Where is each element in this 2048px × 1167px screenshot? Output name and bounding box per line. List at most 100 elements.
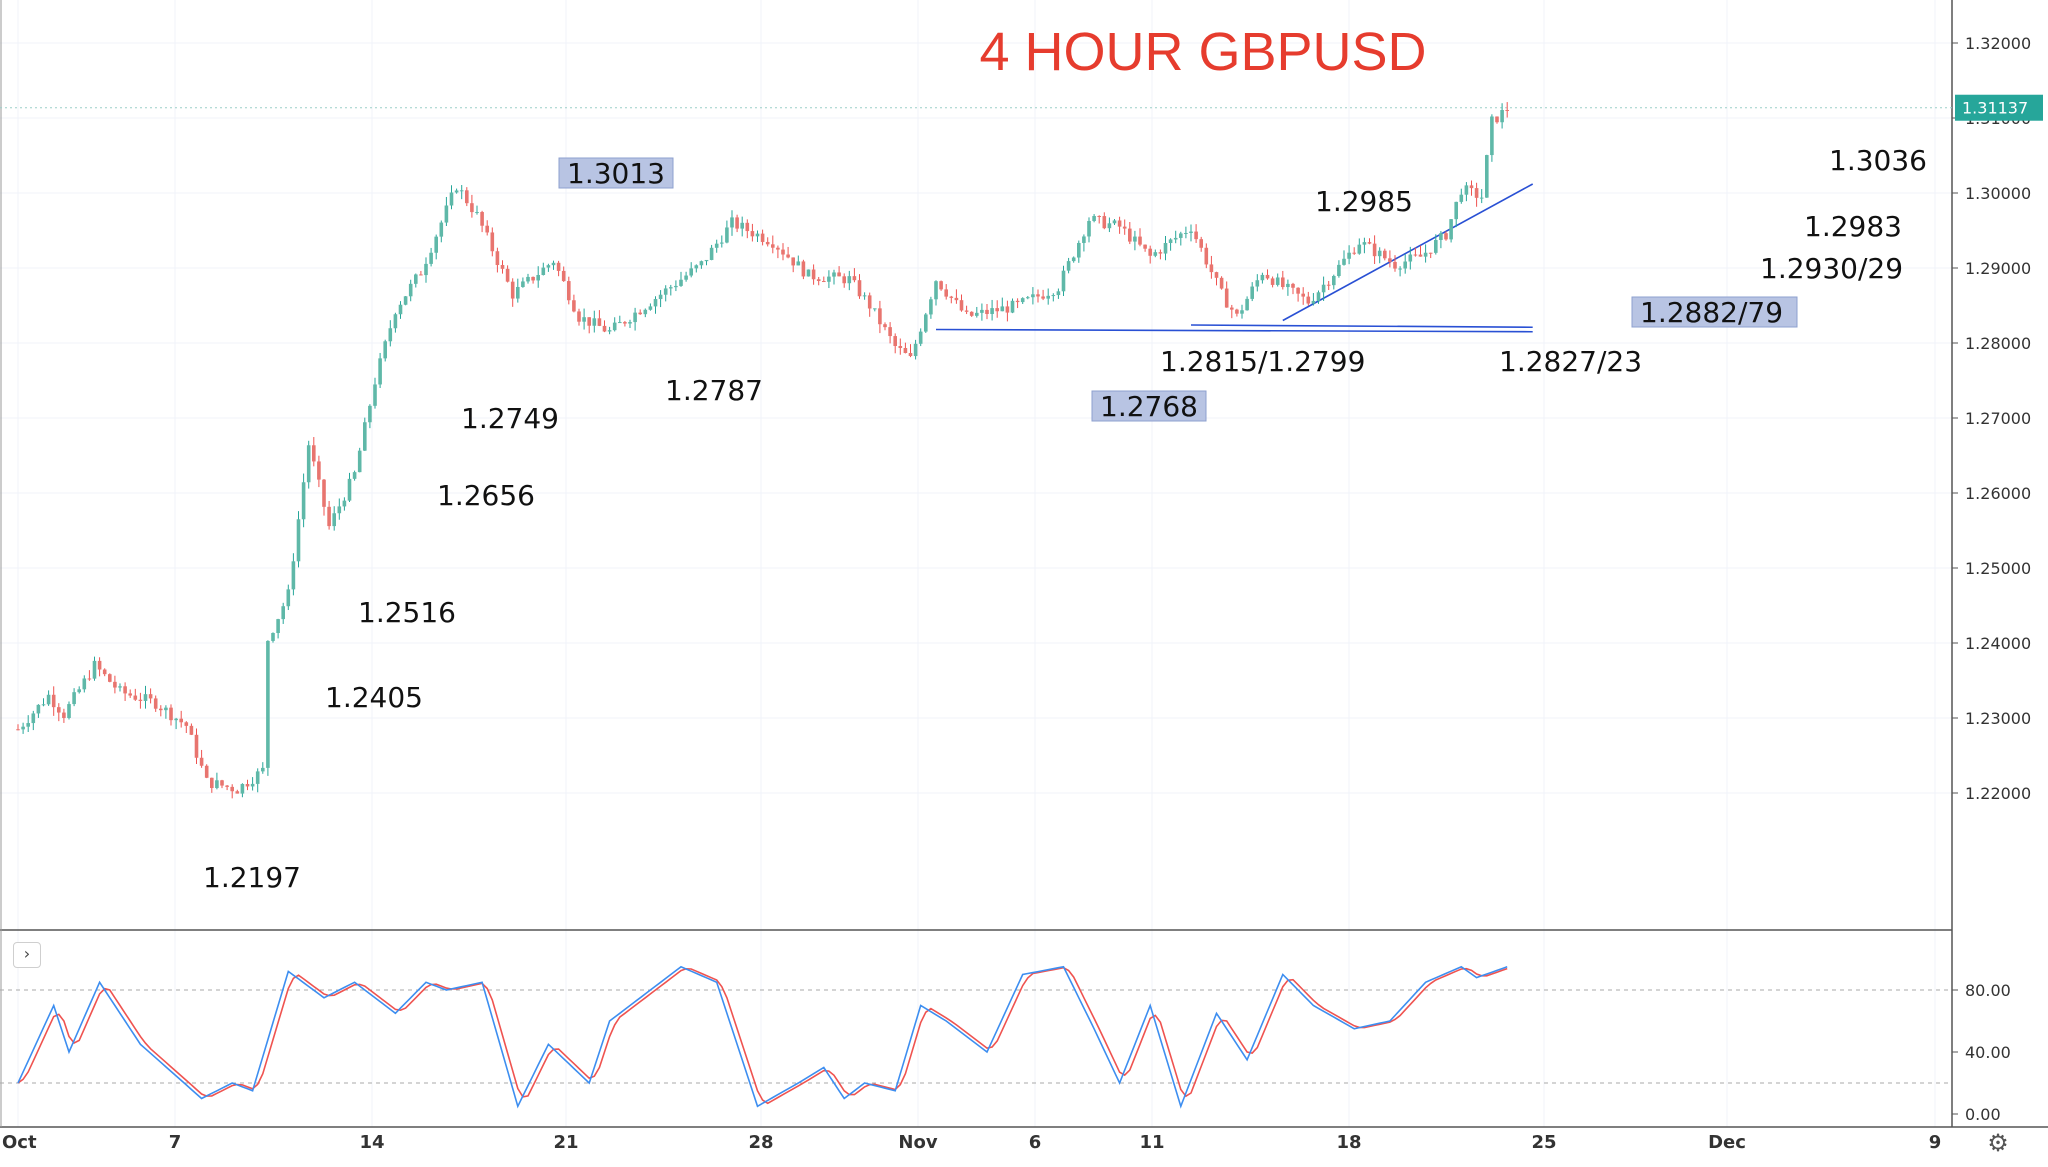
candle-body: [551, 262, 556, 266]
candle-body: [1490, 116, 1494, 156]
candle-body: [138, 699, 143, 701]
candle-body: [490, 232, 495, 252]
candle-body: [786, 254, 790, 258]
candle-body: [87, 678, 92, 680]
candle-body: [220, 780, 224, 786]
candle-body: [235, 791, 240, 794]
candle-body: [888, 327, 892, 337]
candle-body: [1474, 188, 1479, 198]
candle-body: [1224, 288, 1229, 308]
candle-body: [602, 325, 607, 332]
candle-body: [97, 660, 102, 670]
candle-body: [378, 358, 382, 385]
candle-body: [1321, 284, 1326, 293]
candle-body: [1469, 185, 1474, 189]
candle-body: [867, 295, 872, 309]
candle-body: [286, 589, 291, 607]
price-tick-label: 1.30000: [1965, 184, 2031, 203]
candle-body: [194, 734, 199, 758]
candle-body: [959, 300, 964, 311]
candle-body: [1449, 219, 1453, 240]
candle-body: [357, 450, 362, 473]
candle-body: [806, 269, 811, 277]
candle-body: [1214, 272, 1219, 278]
candle-body: [1020, 298, 1025, 303]
candle-body: [541, 267, 546, 275]
candle-body: [567, 281, 571, 301]
candle-body: [1235, 309, 1239, 314]
candle-body: [495, 251, 500, 266]
candle-body: [1082, 236, 1086, 243]
candle-body: [689, 268, 693, 276]
price-tick-label: 1.27000: [1965, 409, 2031, 428]
candle-body: [811, 269, 816, 280]
candle-body: [873, 308, 877, 310]
candle-body: [363, 422, 367, 451]
candle-body: [776, 247, 780, 250]
candle-body: [255, 771, 260, 784]
candle-body: [980, 309, 984, 313]
candle-body: [1051, 295, 1056, 297]
candle-body: [561, 270, 566, 282]
candle-body: [918, 331, 923, 344]
candle-body: [1342, 258, 1346, 265]
candle-body: [169, 707, 173, 721]
candle-body: [709, 247, 714, 260]
candle-body: [261, 767, 265, 772]
candle-body: [822, 281, 826, 283]
candle-body: [1015, 300, 1020, 303]
collapse-pane-button[interactable]: ›: [13, 942, 41, 968]
candle-body: [1444, 233, 1448, 240]
candle-body: [536, 274, 540, 281]
candle-body: [1204, 247, 1209, 265]
candle-body: [714, 243, 719, 248]
candle-body: [337, 506, 342, 514]
candle-body: [679, 279, 683, 286]
candle-body: [1133, 236, 1137, 242]
candle-body: [1286, 283, 1290, 288]
candle-body: [108, 674, 112, 682]
candle-body: [1056, 291, 1061, 296]
candle-body: [230, 786, 234, 792]
candle-body: [159, 708, 163, 711]
candle-body: [1230, 307, 1234, 310]
candle-body: [1153, 252, 1158, 256]
candle-body: [174, 718, 178, 721]
axes[interactable]: 1.320001.310001.300001.290001.280001.270…: [2, 34, 2043, 1153]
candle-body: [1219, 277, 1224, 289]
stochastic-tick-label: 80.00: [1965, 981, 2011, 1000]
candle-body: [1428, 252, 1433, 254]
candle-body: [1046, 295, 1050, 299]
price-annotation: 1.2815/1.2799: [1160, 345, 1365, 378]
time-tick-label: 9: [1929, 1132, 1942, 1153]
candle-body: [1296, 287, 1300, 294]
candle-body: [16, 729, 20, 731]
gear-icon[interactable]: ⚙: [1987, 1129, 2009, 1157]
candle-body: [521, 281, 525, 287]
candle-body: [1168, 239, 1173, 243]
candle-body: [1357, 244, 1362, 254]
candle-body: [72, 692, 76, 705]
candle-body: [1077, 242, 1081, 258]
candle-body: [643, 309, 648, 315]
candle-body: [653, 299, 658, 307]
candle-body: [266, 640, 270, 768]
candle-body: [1143, 244, 1147, 249]
candle-body: [1413, 254, 1418, 256]
candle-body: [296, 519, 301, 562]
candle-body: [92, 660, 97, 679]
time-tick-label: 11: [1139, 1132, 1164, 1153]
candle-body: [301, 482, 306, 520]
stochastic-tick-label: 0.00: [1965, 1105, 2001, 1124]
candle-body: [750, 231, 755, 237]
candle-body: [801, 261, 806, 277]
candle-body: [796, 261, 801, 266]
candle-body: [1255, 280, 1260, 287]
candle-body: [133, 695, 138, 700]
candle-body: [1403, 261, 1407, 269]
candle-body: [36, 704, 41, 714]
candle-body: [735, 217, 739, 229]
annotation-box: [1631, 296, 1798, 328]
candle-body: [291, 561, 296, 590]
candle-body: [306, 445, 311, 483]
